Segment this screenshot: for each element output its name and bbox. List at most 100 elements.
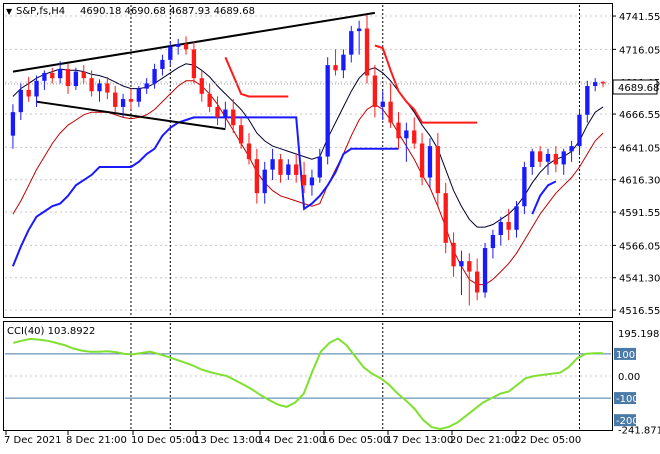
cci-tick-label: 195.1983 [618, 329, 660, 340]
main-panel [3, 3, 613, 318]
indicator-grid [5, 353, 611, 399]
candle-body [42, 72, 47, 81]
candle-body [262, 169, 267, 194]
candle-body [81, 71, 86, 79]
candle-body [341, 54, 346, 71]
candle-body [490, 234, 496, 249]
resistance-stop-line [224, 56, 289, 98]
candle-body [207, 93, 212, 107]
candle-body [427, 146, 433, 178]
candle-body [561, 151, 566, 165]
resistance-stop-line [374, 44, 478, 124]
candle-body [191, 49, 197, 79]
cci-tick-label: 100 [616, 350, 635, 361]
candle-body [514, 206, 519, 230]
candle-body [451, 242, 456, 267]
candle-body [467, 261, 472, 272]
candle-body [537, 151, 543, 162]
price-tick-label: 4741.55 [619, 12, 660, 23]
cci-level-marker [614, 392, 636, 405]
main-grid [5, 15, 611, 311]
time-tick-label: 8 Dec 21:00 [66, 435, 127, 446]
candle-body [396, 122, 401, 139]
candle-body [482, 248, 488, 293]
candle-body [144, 83, 149, 89]
time-tick-label: 17 Dec 13:00 [386, 435, 453, 446]
candle-body [585, 86, 590, 115]
candle-body [168, 46, 173, 60]
candle-body [176, 44, 181, 47]
candle-body [412, 130, 417, 144]
time-tick-label: 16 Dec 05:00 [322, 435, 389, 446]
candle-body [419, 143, 425, 178]
support-stop-line [11, 116, 399, 267]
candle-body [246, 143, 252, 160]
candle-body [593, 82, 598, 87]
upper-band-line [12, 63, 604, 228]
trendline[interactable] [36, 100, 226, 131]
ohlc-label: 4690.18 4690.68 4687.93 4689.68 [80, 6, 255, 17]
price-tick-label: 4666.55 [619, 110, 660, 121]
candle-body [105, 83, 110, 93]
candle-body [183, 44, 189, 50]
price-tick-label: 4716.05 [619, 45, 660, 56]
candle-body [356, 28, 362, 32]
candle-body [600, 82, 606, 84]
current-price-box: 4689.68 [612, 79, 659, 95]
candle-body [10, 112, 16, 136]
stop-lines [5, 44, 611, 267]
time-tick-label: 13 Dec 13:00 [194, 435, 261, 446]
time-tick-label: 14 Dec 21:00 [258, 435, 325, 446]
indicator-panel [3, 321, 613, 431]
triangle-down-icon[interactable]: ▼ [6, 7, 13, 16]
candle-body [152, 69, 157, 84]
candle-body [65, 69, 71, 87]
time-tick-label: 10 Dec 05:00 [131, 435, 198, 446]
price-tick-label: 4641.05 [619, 143, 660, 154]
candle-body [238, 125, 244, 144]
candle-body [569, 146, 574, 152]
candle-body [498, 221, 503, 235]
candle-body [372, 75, 378, 107]
cci-line [13, 337, 603, 431]
candle-body [506, 221, 511, 230]
candle-body [199, 78, 204, 94]
price-tick-label: 4541.30 [619, 274, 660, 285]
support-stop-line [531, 180, 557, 215]
time-tick-label: 20 Dec 21:00 [450, 435, 517, 446]
price-tick-label: 4616.30 [619, 176, 660, 187]
cci-tick-label: -100 [616, 394, 639, 405]
candle-body [286, 164, 291, 175]
candle-body [435, 146, 440, 194]
candle-body [18, 89, 23, 113]
candle-body [278, 159, 283, 175]
candle-body [26, 89, 31, 97]
candle-body [128, 99, 134, 102]
candle-body [301, 174, 307, 186]
candle-body [113, 92, 118, 107]
cci-header-label: CCI(40) 103.8922 [7, 326, 95, 337]
candle-body [522, 167, 527, 207]
candle-body [309, 177, 315, 186]
candle-body [404, 130, 409, 139]
candle-body [97, 83, 102, 92]
candle-body [325, 65, 330, 157]
candle-body [553, 153, 559, 165]
candle-body [380, 101, 385, 107]
candle-body [530, 151, 535, 168]
candle-body [317, 156, 322, 178]
candle-body [50, 72, 55, 79]
candle-body [333, 65, 338, 71]
candle-body [443, 193, 448, 243]
candle-body [89, 78, 94, 92]
price-tick-label: 4591.55 [619, 208, 660, 219]
candle-body [459, 261, 464, 267]
cci-tick-label: -241.8719 [618, 425, 660, 436]
candle-body [254, 159, 260, 194]
cci-series [13, 337, 603, 431]
cci-tick-label: -200 [616, 416, 639, 427]
candle-body [270, 159, 275, 170]
current-price-label: 4689.68 [618, 83, 659, 94]
